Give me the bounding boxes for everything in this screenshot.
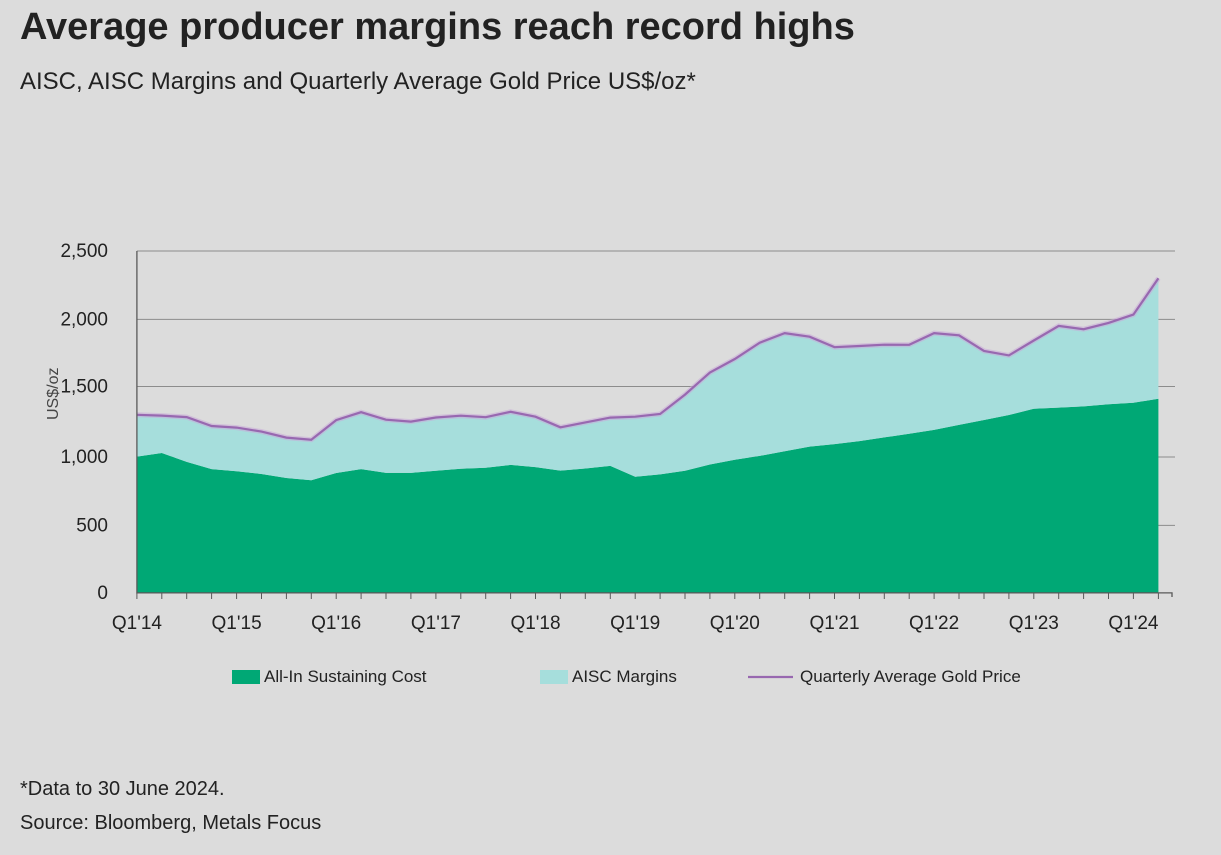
svg-text:Q1'15: Q1'15 [212,613,262,634]
svg-text:Q1'17: Q1'17 [411,613,461,634]
svg-text:AISC Margins: AISC Margins [572,667,677,686]
svg-text:Q1'22: Q1'22 [909,613,959,634]
svg-text:Q1'21: Q1'21 [809,613,859,634]
svg-text:All-In Sustaining Cost: All-In Sustaining Cost [264,667,427,686]
svg-text:0: 0 [97,583,108,604]
svg-text:Q1'19: Q1'19 [610,613,660,634]
svg-text:Q1'24: Q1'24 [1108,613,1159,634]
svg-text:Q1'20: Q1'20 [710,613,760,634]
svg-text:Q1'14: Q1'14 [112,613,163,634]
svg-text:Q1'23: Q1'23 [1009,613,1059,634]
svg-text:500: 500 [76,515,108,536]
svg-text:US$/oz: US$/oz [45,368,62,420]
svg-text:Q1'16: Q1'16 [311,613,361,634]
svg-text:2,500: 2,500 [60,241,108,262]
svg-text:Q1'18: Q1'18 [510,613,560,634]
svg-text:Quarterly Average Gold Price: Quarterly Average Gold Price [800,667,1021,686]
svg-text:2,000: 2,000 [60,309,108,330]
svg-text:1,000: 1,000 [60,447,108,468]
svg-text:1,500: 1,500 [60,377,108,398]
